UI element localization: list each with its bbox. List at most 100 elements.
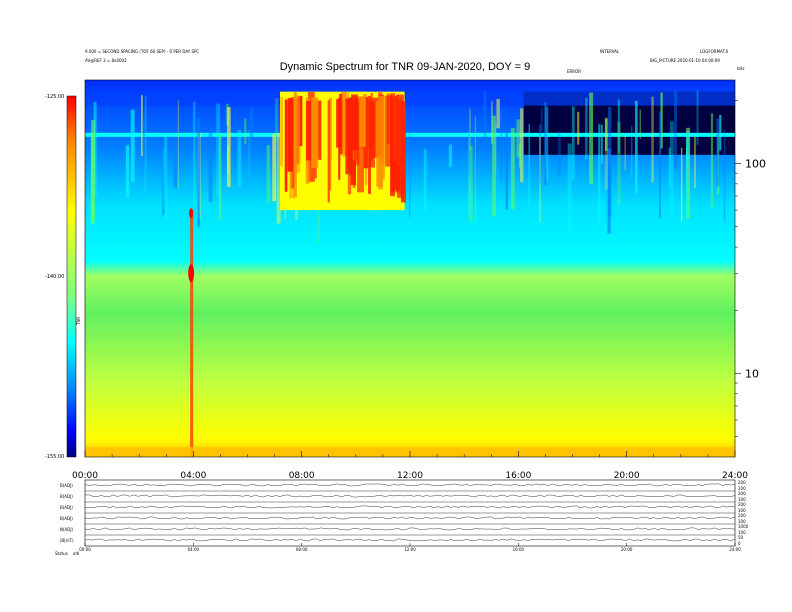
texture-stripe [237,130,242,187]
x-tick-label: 04:00 [180,471,206,481]
texture-stripe [617,99,620,154]
lower-x-tick-label: 08:00 [296,547,308,552]
texture-stripe [668,147,671,188]
texture-stripe [624,135,627,170]
burst-streak [371,97,379,158]
panel-label: N(ADJ) [60,527,74,532]
texture-stripe [249,108,254,155]
burst-streak [397,94,404,198]
texture-stripe [685,131,690,162]
texture-stripe [177,100,179,188]
lower-x-tick-label: 24:00 [729,547,741,552]
texture-stripe [193,101,196,203]
x-tick-label: 00:00 [72,471,98,481]
y-tick-label: 100 [745,158,766,171]
colorbar-tick-2: -155.00 [45,454,64,460]
texture-stripe [162,149,165,210]
colorbar-label: TNR [76,317,81,326]
burst-streak [386,93,390,144]
header-note-right-2: BIG_PICTURE 2020-01-10 04:00:09 [650,58,720,63]
header-note-left-1: 9.000 = SECOND SPACING (TOF 60 SEP) - 0 … [85,49,199,54]
texture-stripe [474,116,476,223]
burst-streak [293,95,301,173]
texture-stripe [93,101,97,196]
texture-stripe [696,90,699,145]
texture-stripe [164,136,168,220]
panel-label: |B|(nT) [60,538,74,543]
texture-stripe [545,106,549,181]
texture-stripe [686,127,691,219]
texture-stripe [91,119,96,221]
texture-stripe [528,124,531,206]
panel-trace [85,494,736,498]
texture-stripe [125,145,130,198]
x-tick-label: 20:00 [614,471,640,481]
panel-label: B(ADJ) [60,516,73,521]
texture-stripe [423,148,427,211]
texture-stripe [483,91,487,152]
burst-streak [347,100,352,195]
x-tick-label: 16:00 [505,471,531,481]
texture-stripe [659,111,662,219]
texture-stripe [598,124,601,225]
texture-stripe [680,147,683,222]
panel-axis-bottom: 100 [738,497,746,502]
panel-label: B(ADJ) [60,505,73,510]
header-note-right-a: INTERVAL [600,49,620,54]
feature-top-blue-band [85,91,735,106]
burst-streak [353,101,360,166]
x-tick-label: 12:00 [397,471,423,481]
panel-trace [84,527,736,531]
lower-x-tick-label: 20:00 [621,547,633,552]
texture-stripe [510,127,515,210]
texture-stripe [719,114,722,151]
footer-label-status: Status [55,551,68,556]
texture-stripe [274,98,279,143]
spectrogram [85,80,735,457]
chart-title: Dynamic Spectrum for TNR 09-JAN-2020, DO… [280,61,531,73]
texture-stripe [272,133,277,202]
texture-stripe [248,130,250,176]
texture-stripe [669,121,674,214]
x-tick-label: 08:00 [289,471,315,481]
texture-stripe [516,119,521,158]
texture-stripe [544,102,547,186]
texture-stripe [717,135,720,195]
texture-stripe [693,136,696,188]
texture-stripe [631,125,633,179]
spike-blob [189,208,194,219]
texture-stripe [589,92,594,185]
burst-streak [336,99,342,148]
header-note-left-2: AV@REF 3 = 8x0002 [85,58,127,63]
texture-stripe [266,145,271,203]
panel-trace [84,516,736,520]
texture-stripe [634,100,638,194]
texture-stripe [617,122,621,206]
burst-streak [306,101,311,161]
lower-x-tick-label: 16:00 [513,547,525,552]
colorbar-tick-1: -140.00 [45,274,64,280]
lower-x-tick-label: 12:00 [404,547,416,552]
panel-trace [84,483,736,487]
burst-streak [317,100,322,160]
texture-stripe [607,148,611,234]
burst-streak [284,99,288,192]
texture-stripe [218,133,222,220]
texture-stripe [601,124,603,164]
panel-axis-top: 50 [738,535,744,540]
burst-streak [298,95,303,147]
colorbar: -125.00 -140.00 -155.00 TNR [45,94,81,460]
panel-axis-top: 200 [738,513,746,518]
texture-stripe [468,145,473,222]
panel-axis-top: 1000 [738,524,749,529]
texture-stripe [162,148,166,215]
texture-stripe [173,144,178,188]
burst-streak [280,96,283,167]
burst-streak [382,96,385,180]
texture-stripe [409,124,411,218]
texture-stripe [686,147,688,227]
panel-axis-bottom: 100 [738,530,746,535]
texture-stripe [660,92,663,149]
texture-stripe [639,109,641,139]
